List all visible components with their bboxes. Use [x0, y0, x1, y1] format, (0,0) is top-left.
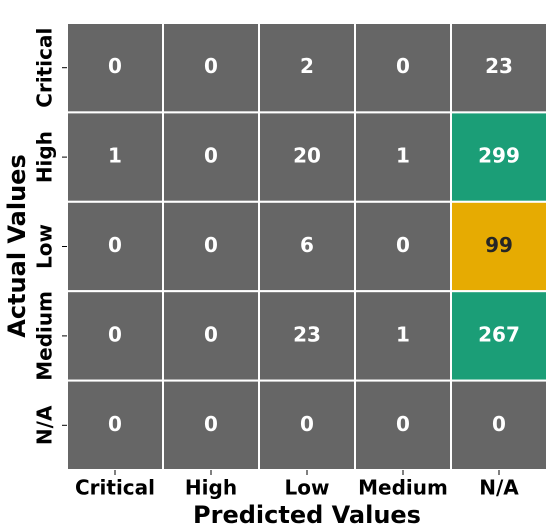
y-tick-label: N/A	[33, 405, 57, 445]
x-tick-label: High	[185, 476, 237, 500]
y-tick-label: Low	[33, 224, 57, 269]
cell-label: 20	[293, 144, 321, 168]
cell	[450, 111, 548, 203]
x-axis-title: Predicted Values	[193, 501, 421, 529]
cell-label: 0	[108, 322, 122, 346]
cell-label: 1	[108, 144, 122, 168]
cell-label: 0	[204, 233, 218, 257]
cell	[66, 22, 164, 114]
cell	[162, 290, 260, 382]
cell-label: 0	[396, 233, 410, 257]
cell-label: 1	[396, 322, 410, 346]
cell-label: 23	[485, 54, 513, 78]
x-tick-label: Medium	[358, 476, 448, 500]
y-tick-label: Critical	[33, 28, 57, 108]
cell-label: 0	[396, 54, 410, 78]
x-tick-label: Low	[285, 476, 330, 500]
cell-label: 0	[204, 54, 218, 78]
cell	[162, 379, 260, 472]
cell-label: 2	[300, 54, 314, 78]
cell-label: 0	[108, 412, 122, 436]
cell	[450, 290, 548, 382]
cell-label: 99	[485, 233, 513, 257]
cell-label: 0	[204, 144, 218, 168]
y-tick-label: Medium	[33, 291, 57, 381]
cell-label: 299	[478, 144, 520, 168]
cell-label: 0	[396, 412, 410, 436]
x-tick-label: N/A	[479, 476, 519, 500]
cell-label: 0	[108, 54, 122, 78]
cell-label: 267	[478, 322, 520, 346]
y-axis-title: Actual Values	[3, 154, 31, 337]
cell-label: 0	[492, 412, 506, 436]
cell	[354, 290, 452, 382]
cell-label: 0	[300, 412, 314, 436]
cell	[162, 200, 260, 293]
x-tick-label: Critical	[75, 476, 155, 500]
cell	[258, 111, 356, 203]
cell-label: 23	[293, 322, 321, 346]
cell-label: 0	[204, 322, 218, 346]
cell	[258, 379, 356, 472]
cell	[162, 22, 260, 114]
cell	[258, 290, 356, 382]
cell-label: 0	[204, 412, 218, 436]
cell-label: 6	[300, 233, 314, 257]
cell-label: 1	[396, 144, 410, 168]
cell	[258, 22, 356, 114]
cell-label: 0	[108, 233, 122, 257]
cell	[66, 379, 164, 472]
cell	[354, 200, 452, 293]
y-tick-label: High	[33, 131, 57, 183]
